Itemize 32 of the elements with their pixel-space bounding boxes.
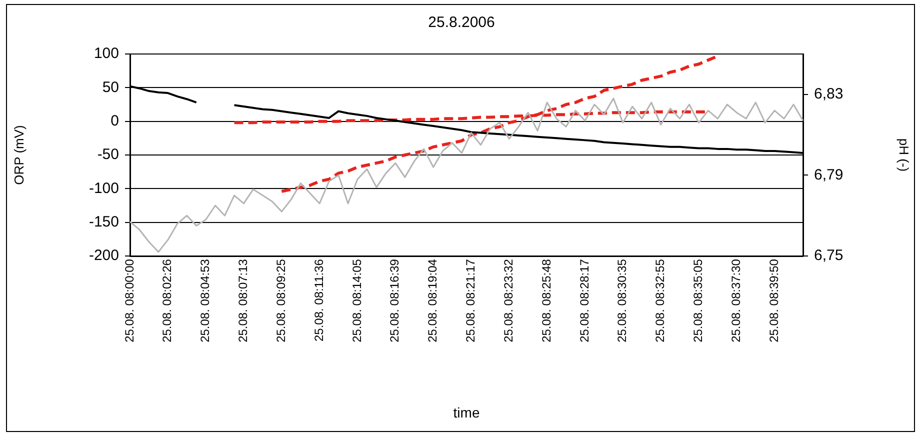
- y-tick-label: 50: [102, 78, 119, 96]
- x-tick-label: 25.08. 08:37:30: [728, 258, 743, 342]
- y-axis-title: ORP (mV): [11, 125, 26, 185]
- x-tick-label: 25.08. 08:39:50: [766, 258, 781, 342]
- y-tick-label: 0: [110, 112, 119, 130]
- y2-tick-label: 6,83: [814, 86, 844, 103]
- x-tick-label: 25.08. 08:11:36: [312, 258, 326, 342]
- y2-axis-title: pH (-): [896, 138, 912, 172]
- x-tick-label: 25.08. 08:09:25: [274, 258, 288, 342]
- y-tick-label: -200: [88, 247, 119, 264]
- y2-tick-label: 6,79: [814, 166, 844, 184]
- x-tick-label: 25.08. 08:23:32: [501, 258, 516, 342]
- y2-tick-label: 6,75: [814, 247, 844, 264]
- y-tick-label: -150: [88, 213, 119, 230]
- y-tick-label: -100: [88, 180, 119, 197]
- x-tick-label: 25.08. 08:02:26: [160, 258, 174, 342]
- x-tick-label: 25.08. 08:35:05: [691, 258, 706, 342]
- x-tick-label: 25.08. 08:28:17: [577, 258, 592, 342]
- x-tick-label: 25.08. 08:16:39: [388, 258, 402, 342]
- x-tick-label: 25.08. 08:00:00: [122, 258, 136, 342]
- x-tick-label: 25.08. 08:04:53: [198, 258, 212, 342]
- chart-title: 25.8.2006: [428, 14, 495, 32]
- x-tick-label: 25.08. 08:14:05: [350, 258, 364, 342]
- x-tick-label: 25.08. 08:25:48: [539, 258, 554, 342]
- x-tick-label: 25.08. 08:30:35: [615, 258, 630, 342]
- x-tick-label: 25.08. 08:32:55: [653, 258, 668, 342]
- x-tick-label: 25.08. 08:19:04: [426, 258, 440, 342]
- y-tick-label: -50: [97, 146, 119, 164]
- x-tick-label: 25.08. 08:21:17: [464, 258, 478, 342]
- x-tick-label: 25.08. 08:07:13: [236, 258, 250, 342]
- y-tick-label: 100: [94, 45, 119, 62]
- x-axis-title: time: [453, 404, 480, 420]
